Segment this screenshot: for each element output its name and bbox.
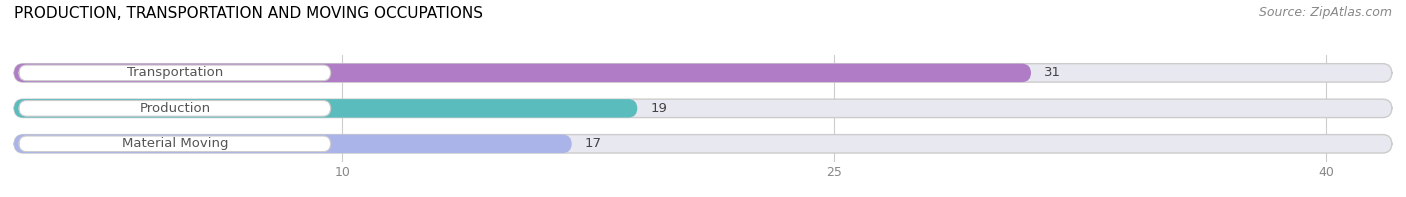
FancyBboxPatch shape bbox=[20, 100, 330, 116]
Text: PRODUCTION, TRANSPORTATION AND MOVING OCCUPATIONS: PRODUCTION, TRANSPORTATION AND MOVING OC… bbox=[14, 6, 484, 21]
FancyBboxPatch shape bbox=[14, 64, 1392, 82]
Text: 17: 17 bbox=[585, 137, 602, 150]
Text: 31: 31 bbox=[1045, 66, 1062, 79]
FancyBboxPatch shape bbox=[14, 99, 637, 118]
Text: Material Moving: Material Moving bbox=[121, 137, 228, 150]
FancyBboxPatch shape bbox=[20, 136, 330, 152]
FancyBboxPatch shape bbox=[14, 99, 1392, 118]
FancyBboxPatch shape bbox=[14, 135, 572, 153]
Text: Transportation: Transportation bbox=[127, 66, 224, 79]
Text: 19: 19 bbox=[651, 102, 668, 115]
Text: Production: Production bbox=[139, 102, 211, 115]
FancyBboxPatch shape bbox=[20, 65, 330, 81]
Text: Source: ZipAtlas.com: Source: ZipAtlas.com bbox=[1258, 6, 1392, 19]
FancyBboxPatch shape bbox=[14, 135, 1392, 153]
FancyBboxPatch shape bbox=[14, 64, 1031, 82]
